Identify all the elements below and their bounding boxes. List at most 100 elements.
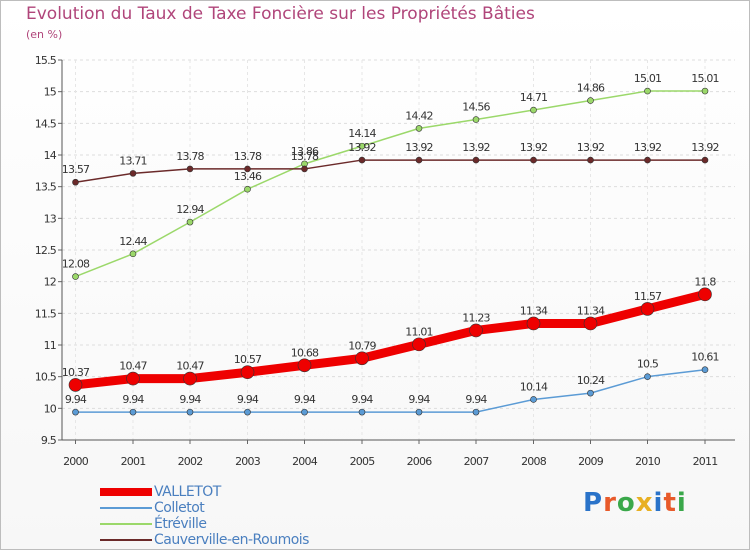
data-label: 10.79 bbox=[348, 339, 376, 352]
data-point bbox=[72, 178, 79, 186]
data-point bbox=[472, 156, 480, 164]
data-label: 14.14 bbox=[348, 127, 376, 140]
data-label: 13.92 bbox=[634, 141, 662, 154]
data-label: 13.92 bbox=[577, 141, 605, 154]
data-label: 15.01 bbox=[634, 72, 662, 85]
proxiti-logo: Proxiti bbox=[583, 488, 687, 518]
data-point bbox=[358, 142, 366, 150]
data-label: 10.68 bbox=[291, 346, 319, 359]
data-label: 9.94 bbox=[179, 393, 201, 406]
y-tick-label: 14.5 bbox=[35, 117, 57, 130]
data-point bbox=[415, 408, 423, 416]
data-label: 14.56 bbox=[462, 101, 490, 114]
data-label: 14.86 bbox=[577, 82, 605, 95]
x-tick-label: 2011 bbox=[693, 455, 718, 468]
data-point bbox=[72, 273, 79, 280]
x-tick-label: 2003 bbox=[235, 455, 261, 468]
data-label: 10.57 bbox=[234, 353, 262, 366]
data-point bbox=[587, 389, 594, 397]
data-point bbox=[301, 165, 308, 173]
x-tick-label: 2004 bbox=[292, 455, 318, 468]
data-point bbox=[469, 323, 483, 338]
y-tick-label: 15 bbox=[44, 86, 57, 99]
data-label: 9.94 bbox=[351, 393, 373, 406]
logo-letter: o bbox=[616, 488, 636, 518]
data-point bbox=[701, 366, 709, 374]
data-label: 11.34 bbox=[577, 304, 605, 317]
data-label: 13.92 bbox=[405, 141, 433, 154]
legend-label: Étréville bbox=[154, 516, 207, 532]
data-point bbox=[698, 287, 712, 302]
x-tick-label: 2008 bbox=[521, 455, 547, 468]
logo-letter: r bbox=[603, 488, 617, 518]
data-label: 13.78 bbox=[234, 150, 262, 163]
logo-letter: P bbox=[583, 488, 604, 518]
data-label: 11.01 bbox=[405, 325, 433, 338]
data-label: 10.5 bbox=[637, 358, 659, 371]
data-point bbox=[183, 371, 197, 386]
data-point bbox=[126, 371, 140, 386]
data-label: 13.78 bbox=[176, 150, 204, 163]
legend-item-cauverville: Cauverville-en-Roumois bbox=[100, 532, 309, 548]
data-label: 10.14 bbox=[520, 380, 548, 393]
x-tick-label: 2006 bbox=[407, 455, 433, 468]
data-point bbox=[415, 156, 423, 164]
logo-letter: i bbox=[676, 488, 687, 518]
x-tick-label: 2001 bbox=[121, 455, 146, 468]
data-label: 11.34 bbox=[520, 304, 548, 317]
data-label: 10.24 bbox=[577, 374, 605, 387]
y-tick-label: 15.5 bbox=[35, 54, 57, 67]
data-point bbox=[526, 316, 541, 331]
x-tick-label: 2009 bbox=[578, 455, 604, 468]
legend-swatch-cauverville bbox=[100, 539, 152, 541]
data-label: 9.94 bbox=[122, 393, 144, 406]
data-label: 12.94 bbox=[176, 203, 204, 216]
data-label: 10.47 bbox=[176, 360, 204, 373]
data-point bbox=[297, 358, 312, 373]
y-tick-label: 13 bbox=[44, 212, 57, 225]
x-tick-label: 2000 bbox=[63, 455, 89, 468]
data-point bbox=[244, 185, 251, 193]
legend-item-valletot: VALLETOT bbox=[100, 484, 309, 500]
line-chart: 9.5 10 10.5 11 11.5 12 12.5 13 13.5 14 14.5 15 15.5 2… bbox=[35, 54, 735, 468]
series-line bbox=[74, 368, 706, 413]
data-label: 13.92 bbox=[691, 141, 719, 154]
data-point bbox=[412, 337, 426, 352]
data-point bbox=[186, 408, 194, 416]
data-label: 11.23 bbox=[462, 311, 490, 324]
x-tick-label: 2005 bbox=[350, 455, 376, 468]
data-point bbox=[644, 87, 651, 95]
data-label: 9.94 bbox=[65, 393, 87, 406]
data-label: 9.94 bbox=[294, 393, 316, 406]
data-point bbox=[129, 408, 137, 416]
data-point bbox=[701, 156, 709, 164]
data-point bbox=[240, 365, 255, 380]
data-point bbox=[355, 351, 369, 366]
data-point bbox=[587, 97, 594, 104]
y-tick-label: 10.5 bbox=[35, 371, 57, 384]
y-tick-label: 11 bbox=[44, 339, 56, 352]
y-tick-label: 12 bbox=[44, 276, 56, 289]
data-point bbox=[358, 408, 366, 416]
series-line bbox=[74, 159, 706, 183]
chart-title: Evolution du Taux de Taxe Foncière sur l… bbox=[26, 4, 535, 24]
data-point bbox=[472, 408, 480, 416]
logo-letter: t bbox=[663, 488, 677, 518]
data-label: 13.92 bbox=[348, 141, 376, 154]
data-point bbox=[644, 373, 651, 380]
data-label: 13.46 bbox=[234, 170, 262, 183]
data-point bbox=[530, 106, 537, 114]
data-point bbox=[129, 250, 137, 258]
data-label: 15.01 bbox=[691, 72, 719, 85]
y-tick-label: 12.5 bbox=[35, 244, 57, 257]
unit-label: (en %) bbox=[26, 28, 63, 41]
data-point bbox=[701, 87, 709, 95]
data-label: 9.94 bbox=[237, 393, 259, 406]
data-label: 14.42 bbox=[405, 109, 433, 122]
data-label: 10.47 bbox=[119, 360, 147, 373]
x-tick-label: 2002 bbox=[178, 455, 203, 468]
data-label: 10.37 bbox=[62, 366, 90, 379]
data-label: 13.71 bbox=[119, 154, 147, 167]
legend-swatch-etreville bbox=[100, 523, 152, 525]
legend-label: Cauverville-en-Roumois bbox=[154, 532, 309, 548]
